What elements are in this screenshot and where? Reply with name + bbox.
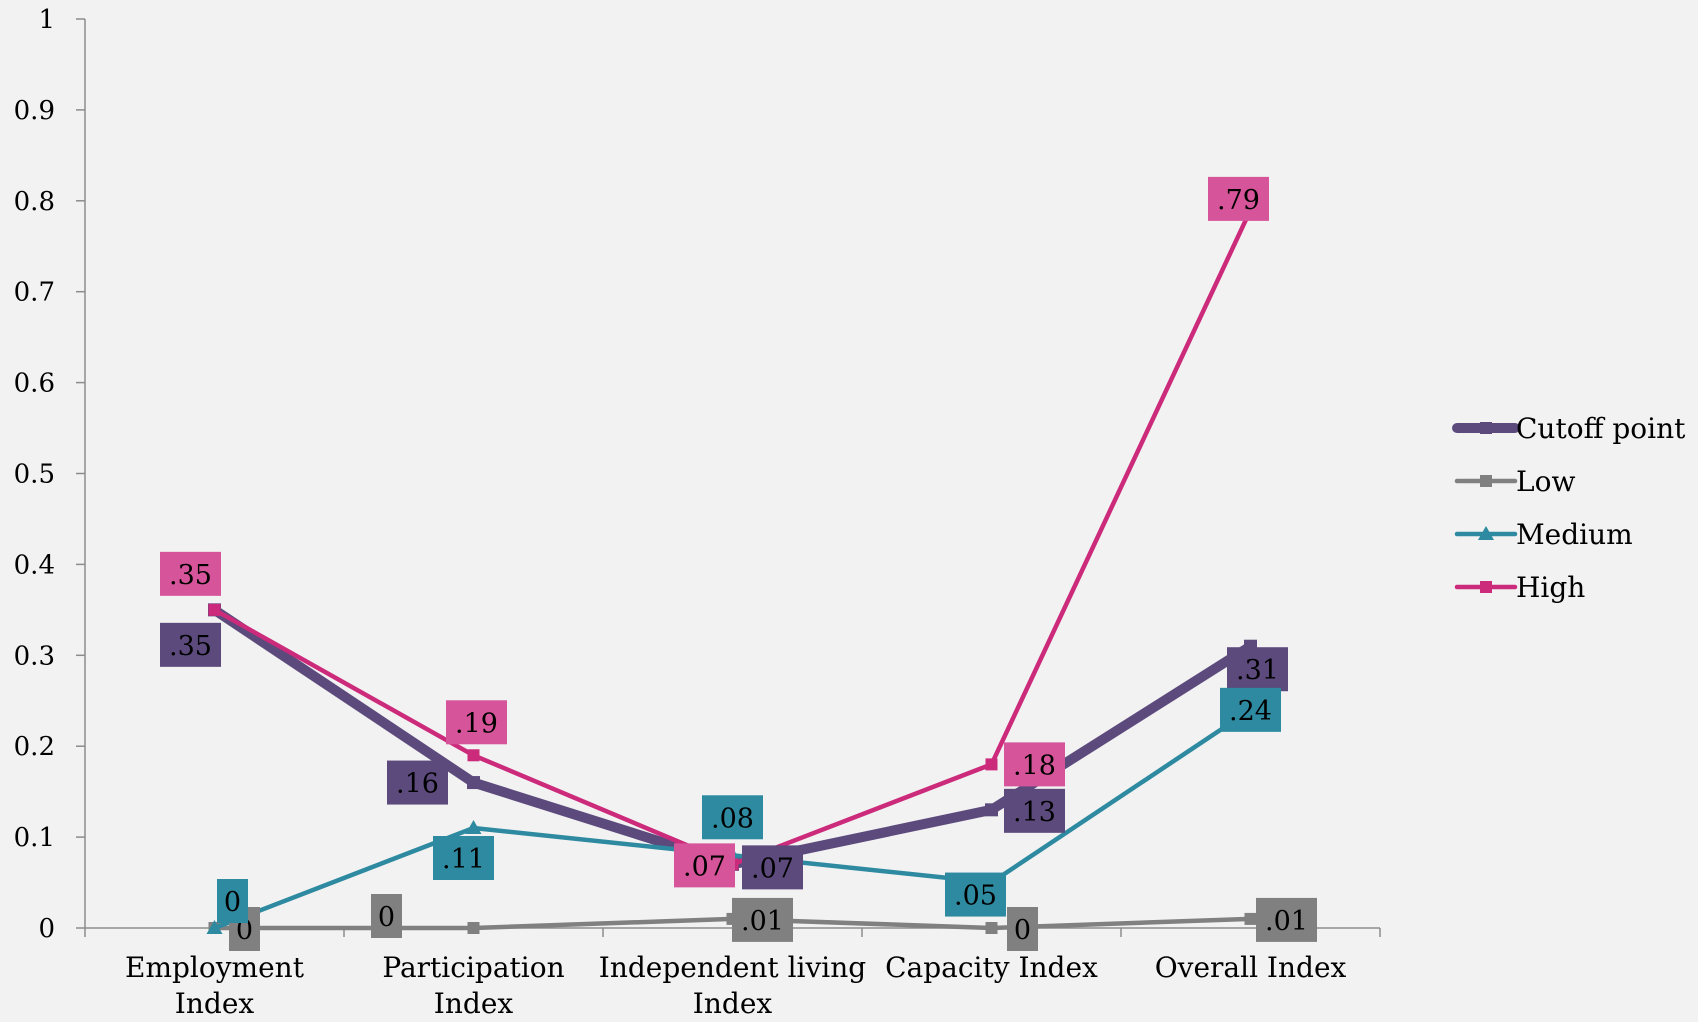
data-label-box: [945, 872, 1006, 917]
x-tick-label-line: Capacity Index: [885, 951, 1098, 984]
legend-label: Low: [1516, 465, 1575, 498]
legend-label: Cutoff point: [1516, 412, 1686, 445]
data-label-box: [1007, 907, 1038, 951]
data-label: .13: [1013, 797, 1056, 828]
x-tick-label: Overall Index: [1155, 951, 1347, 984]
data-label-box: [1256, 897, 1317, 942]
data-label: .08: [711, 803, 754, 834]
y-tick-label: 0.8: [14, 187, 55, 217]
y-tick-label: 0.7: [14, 278, 55, 308]
data-point: [985, 803, 998, 817]
y-tick-label: 0.1: [14, 823, 55, 853]
data-label: .11: [442, 844, 485, 875]
data-label: .35: [169, 631, 212, 662]
data-label-box: [160, 551, 221, 596]
data-label: .31: [1236, 655, 1279, 686]
data-label-box: [732, 897, 793, 942]
y-tick-label: 1: [38, 5, 55, 35]
legend-label: Medium: [1516, 518, 1633, 551]
data-label-box: [433, 836, 494, 881]
data-label-box: [446, 700, 507, 745]
x-tick-label: Capacity Index: [885, 951, 1098, 984]
series-line-high: [212, 207, 1253, 867]
data-label-box: [1004, 788, 1065, 833]
x-tick-label: Independent living Index: [599, 951, 867, 1020]
data-label: .07: [751, 853, 794, 884]
data-label-box: [702, 795, 763, 840]
data-label-box: [1220, 687, 1281, 732]
data-label: .79: [1217, 185, 1260, 216]
data-point: [467, 776, 480, 790]
x-tick-label-line: Employment: [125, 951, 305, 984]
x-tick-label-line: Index: [434, 987, 514, 1020]
y-tick-label: 0.2: [14, 732, 55, 762]
data-label-box: [1208, 176, 1269, 221]
x-tick-label-line: Index: [175, 987, 255, 1020]
x-tick-label-line: Independent living: [599, 951, 867, 984]
data-point: [467, 749, 480, 762]
data-label: .01: [1265, 906, 1308, 937]
y-tick-label: 0.6: [14, 369, 55, 399]
data-label: .16: [396, 769, 439, 800]
data-point: [985, 922, 998, 934]
data-label-box: [1227, 647, 1288, 692]
legend-marker: [1480, 581, 1492, 593]
legend-marker: [1478, 526, 1494, 540]
x-tick-label: Participation Index: [382, 951, 564, 1020]
legend-marker: [1480, 475, 1492, 487]
data-labels: .35.16.07.13.310 0.01 0.010.11.08.05.24.35…: [160, 176, 1317, 951]
x-tick-label: Employment Index: [125, 951, 305, 1020]
y-tick-label: 0.3: [14, 641, 55, 671]
data-label-box: [674, 843, 735, 888]
data-label: .19: [455, 708, 498, 739]
y-tick-label: 0.5: [14, 460, 55, 490]
data-label-box: [160, 622, 221, 667]
data-label: .18: [1013, 750, 1056, 781]
data-point: [467, 922, 480, 934]
y-tick-label: 0.4: [14, 550, 55, 580]
data-label-box: [371, 894, 402, 938]
y-tick-label: 0: [38, 914, 55, 944]
data-label: 0: [1014, 915, 1031, 946]
data-point: [206, 920, 223, 934]
legend-label: High: [1516, 571, 1585, 604]
data-label-box: [217, 879, 248, 923]
data-label-box: [387, 760, 448, 805]
x-tick-label-line: Overall Index: [1155, 951, 1347, 984]
data-point: [465, 820, 482, 835]
data-label-box: [742, 845, 803, 890]
x-tick-label-line: Index: [693, 987, 773, 1020]
data-label: .05: [954, 881, 997, 912]
legend-marker: [1480, 422, 1492, 434]
legend: Cutoff point Low Medium High: [1452, 412, 1686, 604]
data-label-box: [1004, 742, 1065, 787]
data-label: .01: [741, 906, 784, 937]
data-point: [985, 758, 998, 771]
data-label: .35: [169, 560, 212, 591]
data-label: 0: [378, 902, 395, 933]
x-tick-label-line: Participation: [382, 951, 564, 984]
data-label: .24: [1229, 696, 1272, 727]
data-point: [1244, 912, 1257, 925]
data-point: [208, 603, 221, 616]
y-tick-label: 0.9: [14, 96, 55, 126]
data-label: .07: [683, 851, 726, 882]
data-label: 0: [224, 887, 241, 918]
